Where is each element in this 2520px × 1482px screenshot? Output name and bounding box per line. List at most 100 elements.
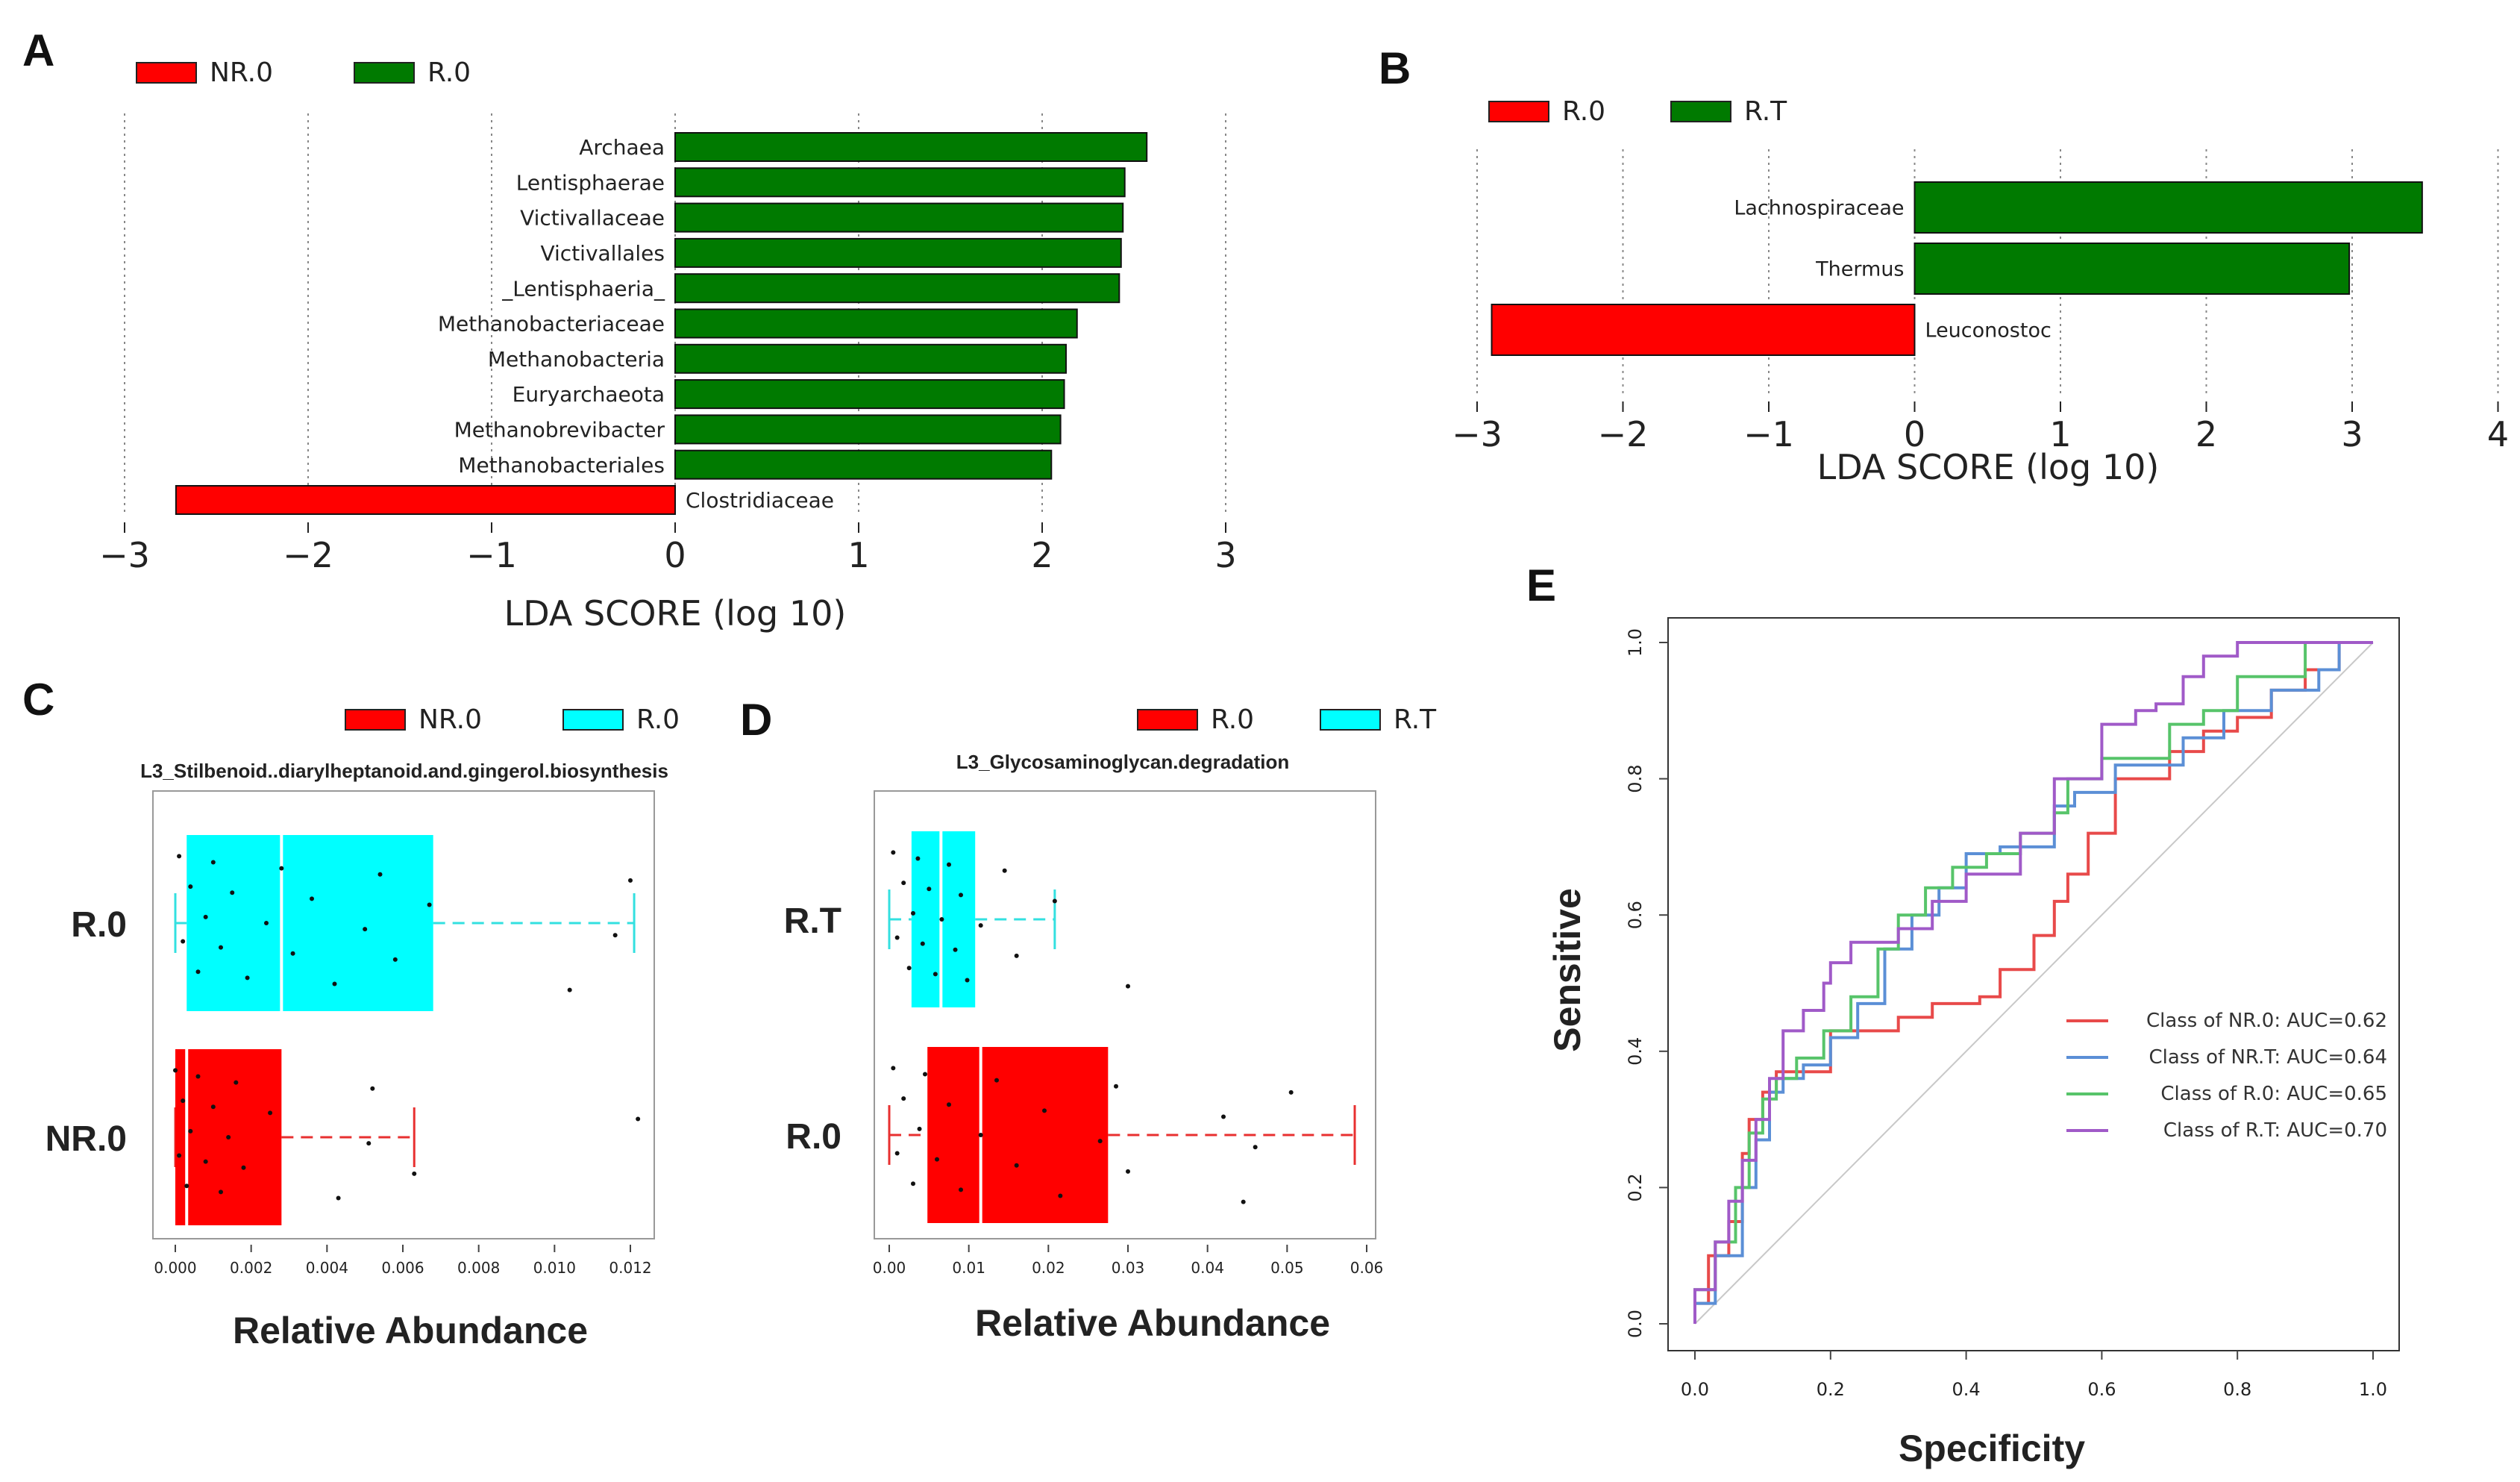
data-point (233, 1080, 239, 1085)
data-point (366, 1141, 372, 1146)
x-tick-label-1: 0.002 (230, 1259, 272, 1277)
legend-swatch-1 (562, 709, 624, 731)
x-tick-label-4: 1 (847, 535, 869, 575)
panel-letter-b: B (1379, 43, 1411, 93)
x-tick-label-0: −3 (99, 535, 150, 575)
data-point (268, 1110, 273, 1116)
x-tick-label-1: 0.2 (1817, 1379, 1845, 1400)
plot-title: L3_Stilbenoid..diarylheptanoid.and.ginge… (140, 760, 668, 782)
bar-1 (674, 167, 1126, 198)
x-tick-label-0: 0.00 (873, 1259, 906, 1277)
data-point (612, 933, 618, 938)
x-tick-label-2: −1 (466, 535, 517, 575)
legend-label-0: R.0 (1562, 96, 1605, 127)
data-point (947, 862, 951, 867)
data-point (1241, 1199, 1246, 1204)
x-tick-label-1: −2 (1598, 414, 1649, 454)
bar-label-1: Thermus (1815, 258, 1904, 281)
bar-1 (1913, 243, 2351, 295)
data-point (226, 1135, 231, 1139)
data-point (336, 1195, 341, 1201)
bar-9 (674, 449, 1053, 480)
panel-letter-a: A (22, 25, 54, 75)
data-point (264, 921, 269, 925)
diagonal-reference-line (1694, 642, 2374, 1325)
legend-label-0: NR.0 (210, 57, 273, 88)
data-point (915, 856, 921, 861)
data-point (978, 1133, 983, 1137)
x-tick-label-6: 0.012 (609, 1259, 651, 1277)
data-point (177, 1153, 182, 1158)
data-point (906, 966, 912, 971)
legend-swatch-1 (1670, 101, 1731, 122)
legend-label-0: R.0 (1211, 704, 1254, 735)
bar-2 (674, 202, 1124, 233)
x-tick-label-4: 1 (2049, 414, 2071, 454)
panel-letter-d: D (740, 695, 772, 745)
legend-label-0: Class of NR.0: AUC=0.62 (2146, 1010, 2387, 1032)
y-tick-label-1: 0.2 (1625, 1173, 1646, 1201)
bar-label-8: Methanobrevibacter (454, 417, 665, 442)
data-point (290, 951, 295, 956)
x-tick-label-5: 1.0 (2359, 1379, 2387, 1400)
bar-7 (674, 379, 1065, 410)
data-point (219, 1189, 223, 1195)
data-point (917, 1126, 922, 1131)
data-point (959, 892, 963, 898)
data-point (953, 947, 958, 952)
data-point (1221, 1114, 1226, 1119)
bar-2 (1491, 304, 1916, 356)
data-point (210, 860, 216, 865)
data-point (332, 981, 337, 987)
panel-c-boxplot: NR.0 R.0 L3_Stilbenoid..diarylheptanoid.an… (46, 704, 680, 1351)
data-point (370, 1086, 375, 1091)
x-tick-label-3: 0.6 (2087, 1379, 2116, 1400)
x-tick-label-5: 2 (1031, 535, 1053, 575)
bar-10 (175, 485, 676, 515)
data-point (935, 1157, 939, 1162)
data-point (279, 866, 284, 871)
bar-5 (674, 308, 1078, 339)
y-tick-label-5: 1.0 (1625, 628, 1646, 657)
data-point (978, 923, 983, 928)
data-point (1058, 1193, 1063, 1198)
data-point (1042, 1108, 1047, 1113)
x-axis-label: Specificity (1899, 1428, 2085, 1469)
data-point (230, 890, 235, 895)
x-axis-label: Relative Abundance (233, 1310, 588, 1351)
bar-label-10: Clostridiaceae (686, 488, 834, 513)
x-tick-label-5: 2 (2195, 414, 2217, 454)
plot-title: L3_Glycosaminoglycan.degradation (956, 751, 1289, 773)
data-point (939, 917, 944, 922)
legend-swatch-0 (1137, 709, 1198, 731)
legend-label-1: R.T (1744, 96, 1787, 127)
bar-label-7: Euryarchaeota (513, 382, 665, 407)
y-tick-label-4: 0.8 (1625, 765, 1646, 793)
x-tick-label-4: 0.008 (457, 1259, 500, 1277)
bar-0 (1913, 181, 2423, 234)
bar-3 (674, 237, 1122, 268)
data-point (1014, 1163, 1019, 1168)
data-point (203, 914, 208, 919)
data-point (181, 939, 186, 944)
data-point (1097, 1139, 1103, 1144)
data-point (891, 1066, 896, 1071)
data-point (901, 1096, 906, 1101)
data-point (412, 1171, 417, 1176)
data-point (195, 969, 201, 975)
x-tick-label-2: −1 (1743, 414, 1794, 454)
data-point (923, 1072, 927, 1077)
data-point (947, 1102, 951, 1107)
legend-swatch-1 (1320, 709, 1381, 731)
panel-e-roc-chart: 0.0 0.2 0.4 0.6 0.8 1.0 0.0 0.2 0.4 0.6 0.8 1.0 Spec… (1546, 617, 2400, 1469)
x-tick-label-5: 0.010 (533, 1259, 576, 1277)
bar-label-4: _Lentisphaeria_ (501, 276, 665, 301)
data-point (1014, 953, 1019, 958)
data-point (1052, 898, 1057, 904)
data-point (1126, 984, 1130, 989)
panel-b-lda-chart: R.0 R.T Lachnospiraceae Thermus Leuconostoc −… (1452, 96, 2509, 487)
bar-4 (674, 273, 1120, 304)
data-point (195, 1074, 201, 1079)
legend-swatch-0 (345, 709, 406, 731)
panel-letter-c: C (22, 675, 54, 725)
